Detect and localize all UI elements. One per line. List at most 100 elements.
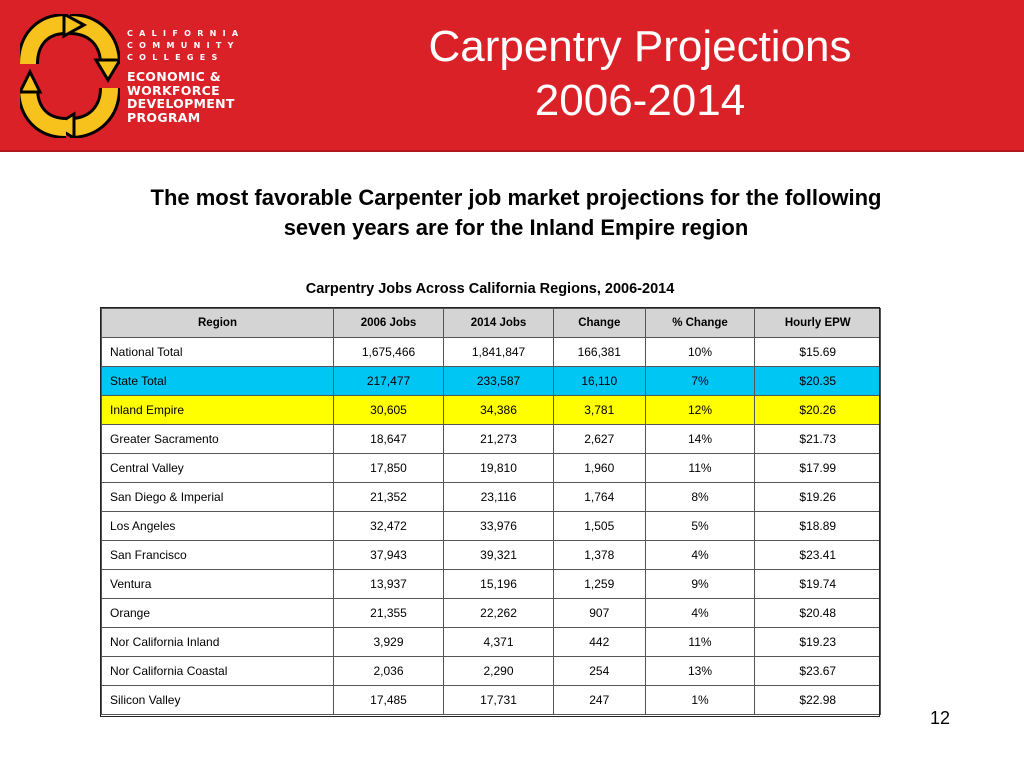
page-number: 12 xyxy=(930,708,951,728)
change-cell: 1,259 xyxy=(553,569,646,599)
table-row: San Francisco 37,943 39,321 1,378 4% $23.41 xyxy=(101,540,881,570)
change-cell: 247 xyxy=(553,685,646,715)
jobs-2014-cell: 17,731 xyxy=(443,685,555,715)
region-cell: San Diego & Imperial xyxy=(101,482,334,512)
jobs-2014-cell: 33,976 xyxy=(443,511,555,541)
region-cell: Orange xyxy=(101,598,334,628)
region-cell: State Total xyxy=(101,366,334,396)
jobs-2014-cell: 1,841,847 xyxy=(443,337,555,367)
table-row: Inland Empire 30,605 34,386 3,781 12% $20.26 xyxy=(101,395,881,425)
jobs-2006-cell: 32,472 xyxy=(332,511,445,541)
jobs-2006-cell: 37,943 xyxy=(332,540,445,570)
table-row: Nor California Coastal 2,036 2,290 254 13% $2… xyxy=(101,656,881,686)
table-row: National Total 1,675,466 1,841,847 166,381 1… xyxy=(101,337,881,367)
jobs-2006-cell: 13,937 xyxy=(332,569,445,599)
region-cell: National Total xyxy=(101,337,334,367)
change-cell: 1,960 xyxy=(553,453,646,483)
hourly-epw-cell: $20.48 xyxy=(754,598,881,628)
percent-change-cell: 14% xyxy=(644,424,756,454)
hourly-epw-cell: $22.98 xyxy=(754,685,881,715)
slide-title: Carpentry Projections 2006-2014 xyxy=(380,20,900,128)
percent-change-cell: 12% xyxy=(644,395,756,425)
logo-line-workforce: WORKFORCE xyxy=(127,82,220,98)
jobs-2014-cell: 4,371 xyxy=(443,627,555,657)
region-cell: Inland Empire xyxy=(101,395,334,425)
change-cell: 1,505 xyxy=(553,511,646,541)
jobs-2006-cell: 30,605 xyxy=(332,395,445,425)
logo-line-development: DEVELOPMENT xyxy=(127,96,235,111)
hourly-epw-cell: $15.69 xyxy=(754,337,881,367)
column-header-change: Change xyxy=(553,308,646,338)
jobs-2014-cell: 15,196 xyxy=(443,569,555,599)
region-cell: Silicon Valley xyxy=(101,685,334,715)
region-cell: Central Valley xyxy=(101,453,334,483)
hourly-epw-cell: $21.73 xyxy=(754,424,881,454)
table-row: Greater Sacramento 18,647 21,273 2,627 14% $2… xyxy=(101,424,881,454)
hourly-epw-cell: $19.74 xyxy=(754,569,881,599)
slide-subtitle-line-1: The most favorable Carpenter job market … xyxy=(150,185,882,210)
logo-line-community: COMMUNITY xyxy=(127,41,240,50)
region-cell: Nor California Inland xyxy=(101,627,334,657)
table-header-row: Region 2006 Jobs 2014 Jobs Change % Chan… xyxy=(101,308,881,338)
column-header-2006-jobs: 2006 Jobs xyxy=(332,308,445,338)
column-header-region: Region xyxy=(101,308,334,338)
change-cell: 254 xyxy=(553,656,646,686)
table-row: State Total 217,477 233,587 16,110 7% $20.35 xyxy=(101,366,881,396)
jobs-2014-cell: 34,386 xyxy=(443,395,555,425)
jobs-2014-cell: 21,273 xyxy=(443,424,555,454)
column-header-percent-change: % Change xyxy=(644,308,756,338)
logo-line-california: CALIFORNIA xyxy=(127,29,245,38)
hourly-epw-cell: $23.41 xyxy=(754,540,881,570)
percent-change-cell: 11% xyxy=(644,627,756,657)
jobs-2006-cell: 217,477 xyxy=(332,366,445,396)
change-cell: 2,627 xyxy=(553,424,646,454)
table-row: Central Valley 17,850 19,810 1,960 11% $17.99 xyxy=(101,453,881,483)
header-banner xyxy=(0,0,1024,150)
region-cell: Greater Sacramento xyxy=(101,424,334,454)
slide-subtitle: The most favorable Carpenter job market … xyxy=(60,183,972,243)
change-cell: 442 xyxy=(553,627,646,657)
jobs-2006-cell: 2,036 xyxy=(332,656,445,686)
hourly-epw-cell: $19.26 xyxy=(754,482,881,512)
slide-title-line-2: 2006-2014 xyxy=(534,76,746,125)
hourly-epw-cell: $20.26 xyxy=(754,395,881,425)
cycle-arrows-logo-icon xyxy=(20,14,120,138)
change-cell: 1,378 xyxy=(553,540,646,570)
jobs-2006-cell: 21,352 xyxy=(332,482,445,512)
hourly-epw-cell: $18.89 xyxy=(754,511,881,541)
percent-change-cell: 13% xyxy=(644,656,756,686)
change-cell: 16,110 xyxy=(553,366,646,396)
column-header-2014-jobs: 2014 Jobs xyxy=(443,308,555,338)
change-cell: 166,381 xyxy=(553,337,646,367)
percent-change-cell: 8% xyxy=(644,482,756,512)
percent-change-cell: 1% xyxy=(644,685,756,715)
jobs-2014-cell: 19,810 xyxy=(443,453,555,483)
percent-change-cell: 5% xyxy=(644,511,756,541)
percent-change-cell: 4% xyxy=(644,540,756,570)
slide-subtitle-line-2: seven years are for the Inland Empire re… xyxy=(283,215,749,240)
column-header-hourly-epw: Hourly EPW xyxy=(754,308,881,338)
jobs-2006-cell: 3,929 xyxy=(332,627,445,657)
region-cell: Ventura xyxy=(101,569,334,599)
change-cell: 907 xyxy=(553,598,646,628)
region-cell: Los Angeles xyxy=(101,511,334,541)
table-row: Nor California Inland 3,929 4,371 442 11% $19… xyxy=(101,627,881,657)
logo-line-colleges: COLLEGES xyxy=(127,53,224,62)
table-row: Los Angeles 32,472 33,976 1,505 5% $18.89 xyxy=(101,511,881,541)
jobs-2014-cell: 2,290 xyxy=(443,656,555,686)
jobs-2014-cell: 39,321 xyxy=(443,540,555,570)
table-row: San Diego & Imperial 21,352 23,116 1,764 8% $… xyxy=(101,482,881,512)
table-row: Orange 21,355 22,262 907 4% $20.48 xyxy=(101,598,881,628)
jobs-2006-cell: 18,647 xyxy=(332,424,445,454)
jobs-2014-cell: 233,587 xyxy=(443,366,555,396)
logo-line-economic: ECONOMIC & xyxy=(127,69,221,84)
jobs-2006-cell: 21,355 xyxy=(332,598,445,628)
change-cell: 3,781 xyxy=(553,395,646,425)
hourly-epw-cell: $19.23 xyxy=(754,627,881,657)
jobs-2006-cell: 17,485 xyxy=(332,685,445,715)
change-cell: 1,764 xyxy=(553,482,646,512)
carpentry-jobs-table: Region 2006 Jobs 2014 Jobs Change % Chan… xyxy=(101,308,881,715)
hourly-epw-cell: $23.67 xyxy=(754,656,881,686)
table-caption: Carpentry Jobs Across California Regions… xyxy=(305,281,675,297)
percent-change-cell: 10% xyxy=(644,337,756,367)
